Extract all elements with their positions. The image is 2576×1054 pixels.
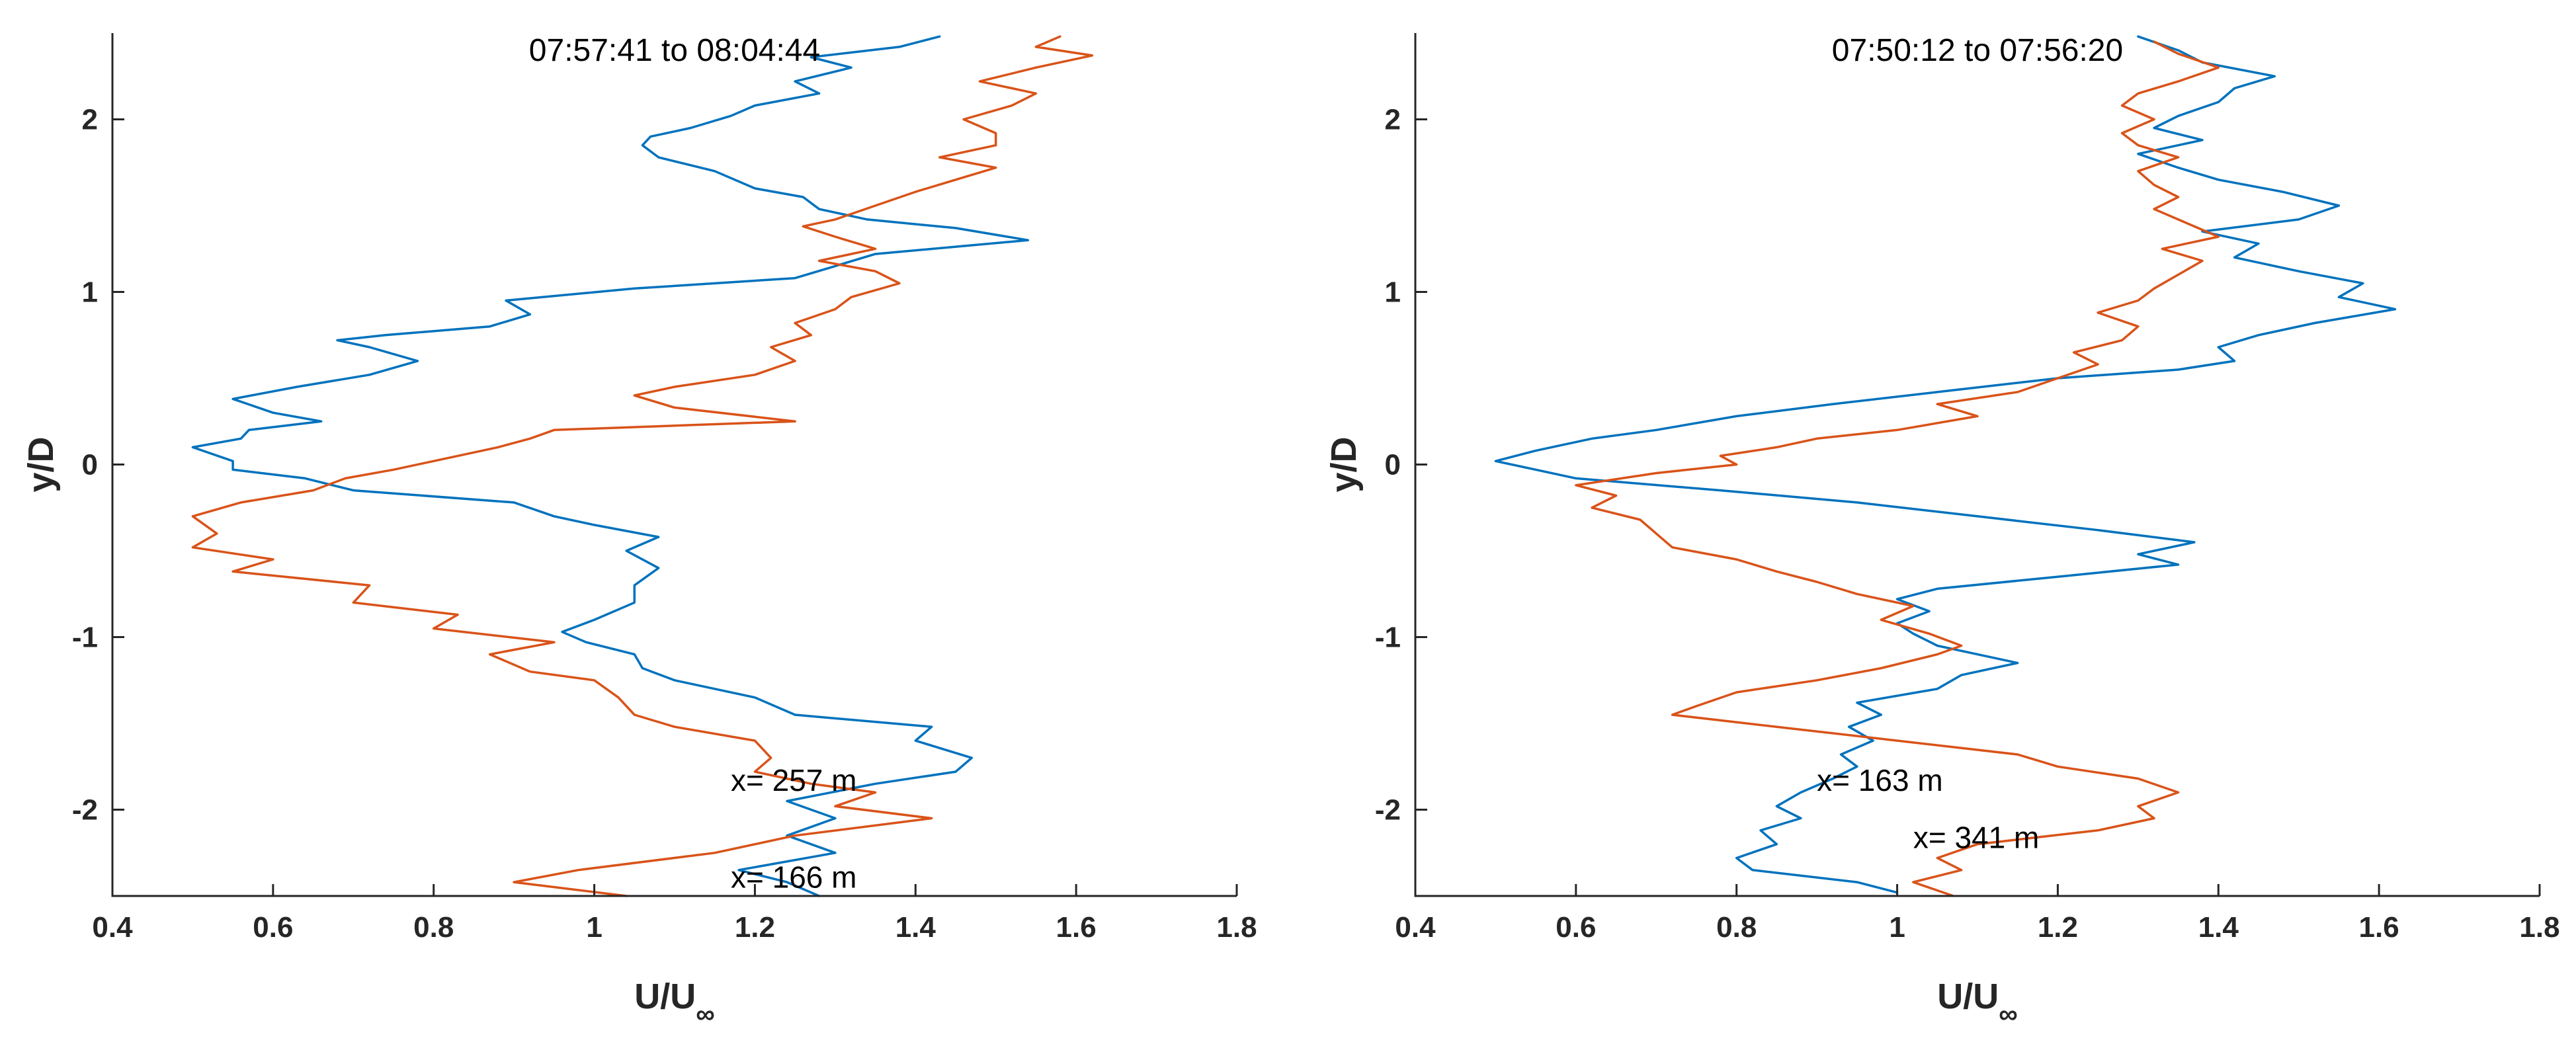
- x-tick-label: 0.4: [1395, 911, 1436, 944]
- y-tick-label: 1: [1385, 276, 1401, 309]
- x-tick-label: 1.6: [1056, 911, 1097, 944]
- series-layer-left: [191, 35, 1094, 897]
- y-tick-label: 1: [82, 276, 98, 309]
- annotation-x-257: x= 257 m: [731, 763, 857, 797]
- x-tick-label: 1.8: [1216, 911, 1257, 944]
- chart-title-left: 07:57:41 to 08:04:44: [529, 33, 820, 68]
- annotation-x-163: x= 163 m: [1817, 763, 1943, 797]
- y-ticks-right: -2 -1 0 1 2: [1375, 104, 1427, 827]
- panel-right: 0.4 0.6 0.8 1 1.2 1.4 1.6 1.8 -2 -1 0 1 2 07:50:12 …: [1324, 33, 2560, 1029]
- x-axis-label-right: U/U∞: [1937, 977, 2018, 1029]
- y-axis-label-left: y/D: [21, 436, 61, 492]
- panel-left: 0.4 0.6 0.8 1 1.2 1.4 1.6 1.8 -2 -1 0 1 2 07:57:41 …: [21, 33, 1257, 1029]
- x-tick-label: 1.4: [895, 911, 936, 944]
- x-ticks-right: 0.4 0.6 0.8 1 1.2 1.4 1.6 1.8: [1395, 884, 2560, 944]
- x-tick-label: 1.6: [2359, 911, 2399, 944]
- x-tick-label: 0.8: [1716, 911, 1757, 944]
- x-tick-label: 1: [586, 911, 602, 944]
- y-tick-label: -1: [72, 622, 98, 654]
- x-tick-label: 0.4: [92, 911, 133, 944]
- y-tick-label: -1: [1375, 622, 1401, 654]
- series-layer-right: [1494, 35, 2397, 897]
- y-axis-label-right: y/D: [1324, 436, 1364, 492]
- y-ticks-left: -2 -1 0 1 2: [72, 104, 124, 827]
- x-axis-label-left: U/U∞: [634, 977, 715, 1029]
- y-tick-label: -2: [1375, 794, 1401, 827]
- annotation-x-166: x= 166 m: [731, 860, 857, 894]
- series-line-x-257-m: [191, 35, 1094, 897]
- x-tick-label: 0.6: [253, 911, 293, 944]
- y-tick-label: -2: [72, 794, 98, 827]
- y-tick-label: 0: [1385, 449, 1401, 481]
- series-line-x-163-m: [1494, 35, 2397, 894]
- x-tick-label: 1.8: [2519, 911, 2559, 944]
- x-tick-label: 1.2: [2038, 911, 2078, 944]
- y-tick-label: 2: [1385, 104, 1401, 136]
- x-ticks-left: 0.4 0.6 0.8 1 1.2 1.4 1.6 1.8: [92, 884, 1257, 944]
- series-line-x-166-m: [191, 35, 1030, 897]
- series-line-x-341-m: [1575, 40, 2220, 897]
- annotation-x-341: x= 341 m: [1913, 820, 2040, 854]
- y-tick-label: 2: [82, 104, 98, 136]
- x-tick-label: 1.2: [735, 911, 775, 944]
- x-tick-label: 1.4: [2198, 911, 2239, 944]
- y-tick-label: 0: [82, 449, 98, 481]
- chart-title-right: 07:50:12 to 07:56:20: [1832, 33, 2123, 68]
- x-tick-label: 0.6: [1556, 911, 1596, 944]
- x-tick-label: 0.8: [413, 911, 454, 944]
- x-tick-label: 1: [1889, 911, 1905, 944]
